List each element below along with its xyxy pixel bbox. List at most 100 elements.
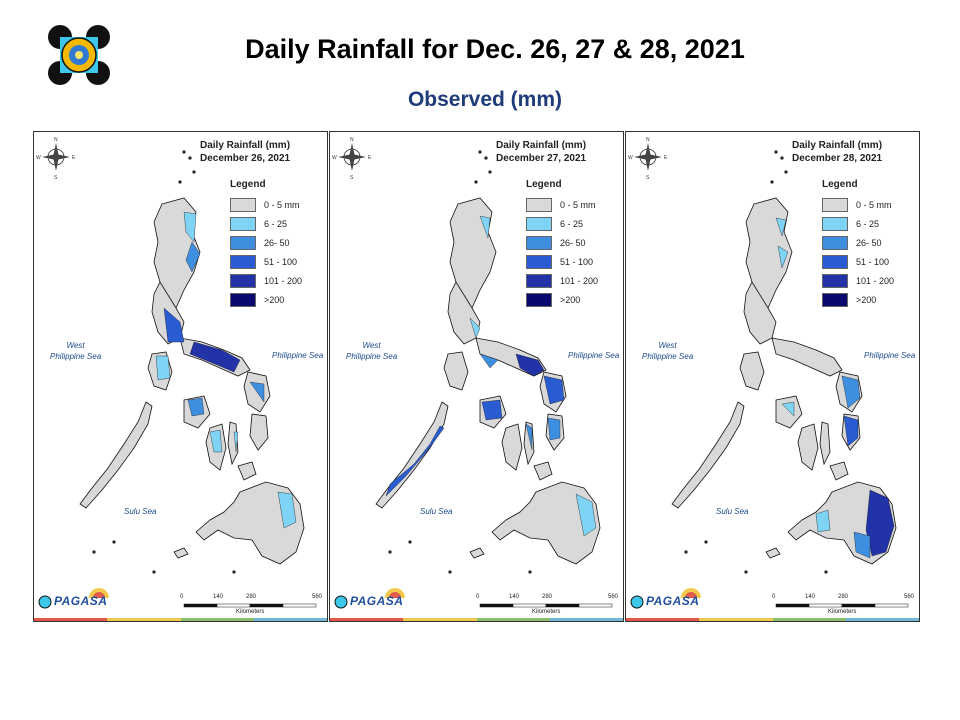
legend-label: 6 - 25 — [560, 219, 584, 229]
stripe-segment — [845, 618, 919, 621]
island-bohol — [829, 461, 849, 481]
legend-label: 0 - 5 mm — [264, 200, 300, 210]
color-stripe — [626, 618, 919, 621]
legend-row: 51 - 100 — [230, 254, 302, 270]
pagasa-logo — [333, 584, 413, 618]
pagasa-logo — [629, 584, 709, 618]
legend-row: >200 — [822, 292, 894, 308]
scale-unit-label: Kilometers — [532, 609, 561, 615]
compass-letter: W — [36, 155, 41, 161]
scale-tick-label: 140 — [509, 594, 520, 600]
compass-letter: S — [54, 175, 58, 181]
legend-title: Legend — [822, 179, 858, 190]
island-negros — [797, 423, 819, 471]
legend-label: 101 - 200 — [264, 276, 303, 286]
rainfall-region — [233, 431, 239, 453]
legend-swatch — [526, 236, 552, 250]
legend-swatch — [230, 293, 256, 307]
islet — [178, 180, 182, 184]
legend-label: 26- 50 — [560, 238, 586, 248]
stripe-segment — [180, 618, 254, 621]
scale-tick-label: 560 — [608, 594, 619, 600]
legend-swatch — [230, 274, 256, 288]
stripe-segment — [403, 618, 477, 621]
rainfall-region — [843, 415, 859, 447]
island-sulu — [765, 547, 781, 559]
island-sulu — [469, 547, 485, 559]
legend-swatch — [526, 255, 552, 269]
islet — [152, 570, 156, 574]
legend-swatch — [822, 293, 848, 307]
island-negros — [501, 423, 523, 471]
islet — [774, 150, 778, 154]
rainfall-region — [815, 509, 831, 533]
legend-row: 101 - 200 — [822, 273, 894, 289]
stripe-segment — [107, 618, 181, 621]
legend-label: >200 — [856, 295, 877, 305]
rainfall-region — [209, 429, 223, 453]
legend-swatch — [822, 236, 848, 250]
legend-row: 26- 50 — [230, 235, 302, 251]
legend-swatch — [822, 198, 848, 212]
island-palawan — [375, 401, 449, 509]
legend-row: 26- 50 — [822, 235, 894, 251]
scale-bar-segment — [249, 603, 284, 608]
islet — [92, 550, 96, 554]
compass-letter: E — [72, 155, 76, 161]
rainfall-region — [775, 217, 787, 237]
panel-title: Daily Rainfall (mm) December 26, 2021 — [200, 140, 291, 164]
legend-row: 101 - 200 — [230, 273, 302, 289]
rainfall-region — [543, 375, 565, 405]
scale-tick-label: 560 — [904, 594, 915, 600]
islet — [704, 540, 708, 544]
legend-title: Legend — [230, 179, 266, 190]
legend-row: 26- 50 — [526, 235, 598, 251]
stripe-segment — [253, 618, 327, 621]
rainfall-region — [163, 307, 185, 343]
map-panel-dec-28: N S W E Daily Rainfall (mm) December 28, 202… — [625, 131, 920, 622]
legend-label: 26- 50 — [264, 238, 290, 248]
rainfall-region — [183, 211, 197, 243]
brand-name: PAGASA — [646, 594, 700, 608]
islet — [232, 570, 236, 574]
island-bohol — [533, 461, 553, 481]
island-palawan — [79, 401, 153, 509]
rainfall-region — [469, 317, 481, 339]
scale-bar-segment — [479, 603, 514, 608]
panel-title: Daily Rainfall (mm) December 28, 2021 — [792, 140, 883, 164]
legend-row: 101 - 200 — [526, 273, 598, 289]
scale-tick-label: 280 — [838, 594, 849, 600]
brand-name: PAGASA — [350, 594, 404, 608]
islet — [770, 180, 774, 184]
page-title: Daily Rainfall for Dec. 26, 27 & 28, 202… — [245, 34, 745, 64]
rainfall-region — [781, 401, 795, 417]
legend-label: 51 - 100 — [264, 257, 298, 267]
rainfall-region — [249, 381, 265, 403]
compass-letter: S — [350, 175, 354, 181]
islet — [192, 170, 196, 174]
rainfall-region — [187, 397, 205, 417]
map-panel-dec-26: N S W E Daily Rainfall (mm) December 26, 202… — [33, 131, 328, 622]
scale-bar-segment — [775, 603, 810, 608]
compass-letter: N — [54, 137, 58, 143]
rainfall-region — [185, 241, 201, 273]
legend-swatch — [822, 217, 848, 231]
islet — [784, 170, 788, 174]
legend-label: 0 - 5 mm — [560, 200, 596, 210]
sea-label-west: West Philippine Sea — [642, 341, 694, 361]
map-panels: N S W E Daily Rainfall (mm) December 26, 202… — [33, 131, 921, 622]
legend-swatch — [230, 217, 256, 231]
legend-row: 51 - 100 — [526, 254, 598, 270]
scale-bar-segment — [512, 603, 547, 608]
compass-letter: E — [368, 155, 372, 161]
island-mindanao — [491, 481, 601, 565]
legend-label: 26- 50 — [856, 238, 882, 248]
color-stripe — [34, 618, 327, 621]
legend-row: 6 - 25 — [526, 216, 598, 232]
legend-title: Legend — [526, 179, 562, 190]
legend-swatch — [526, 217, 552, 231]
north-arrow-icon — [634, 143, 662, 171]
islet — [744, 570, 748, 574]
scale-tick-label: 280 — [542, 594, 553, 600]
islet — [488, 170, 492, 174]
